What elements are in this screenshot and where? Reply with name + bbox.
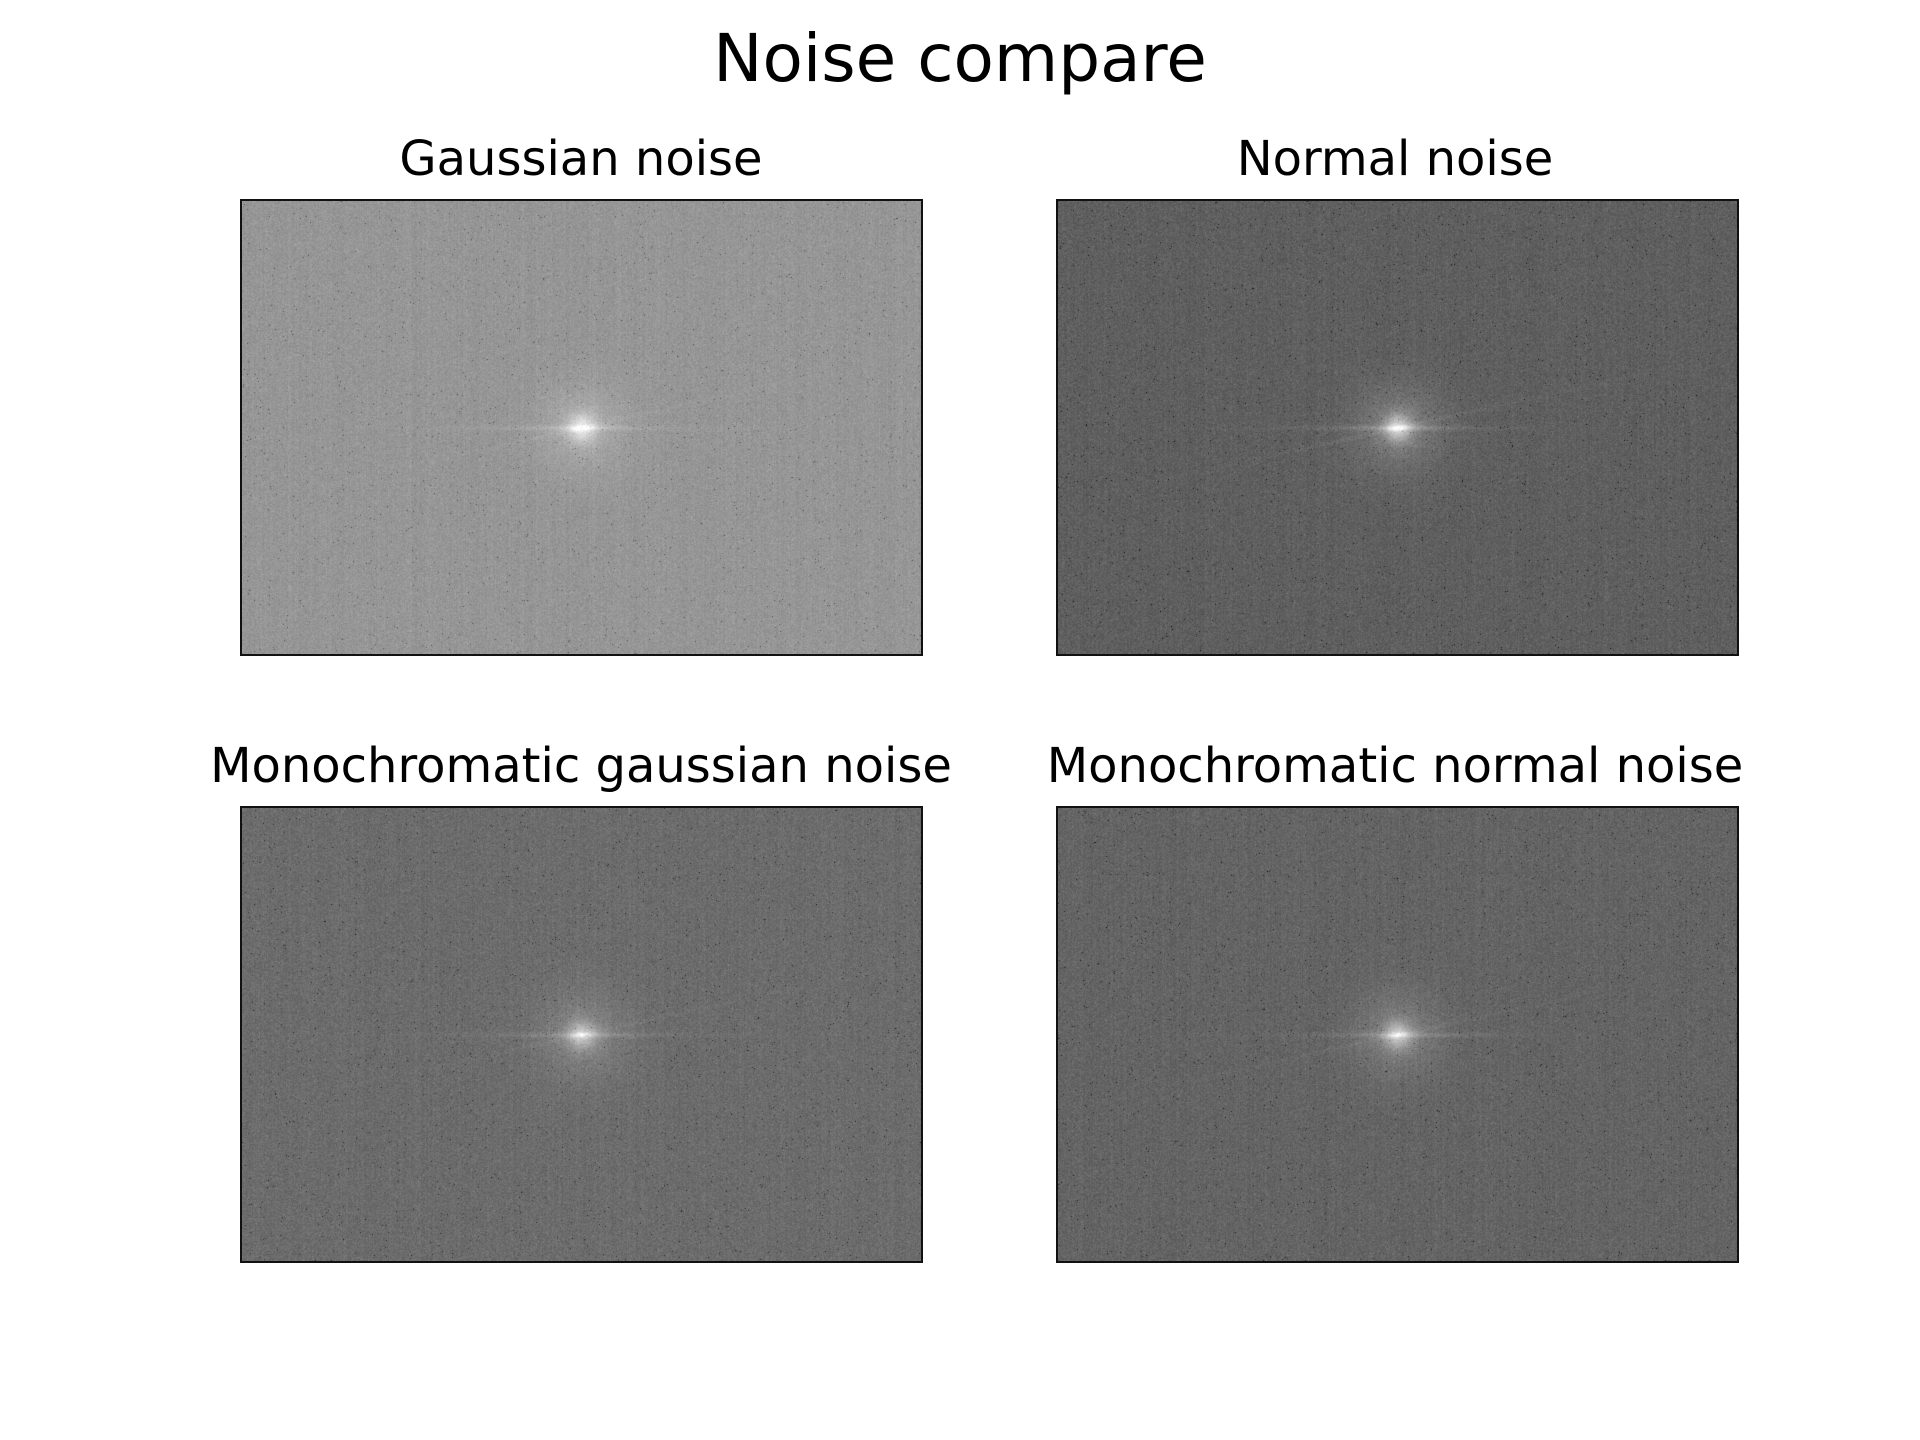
spectrum-image-normal-noise (1058, 201, 1737, 654)
spectrum-image-monochromatic-gaussian-noise (242, 808, 921, 1261)
panel-normal-noise (1056, 199, 1739, 656)
panel-gaussian-noise (240, 199, 923, 656)
panel-title-monochromatic-gaussian-noise: Monochromatic gaussian noise (210, 738, 952, 794)
spectrum-image-monochromatic-normal-noise (1058, 808, 1737, 1261)
spectrum-image-gaussian-noise (242, 201, 921, 654)
panel-title-gaussian-noise: Gaussian noise (399, 131, 763, 187)
figure-title: Noise compare (713, 20, 1207, 97)
panel-title-monochromatic-normal-noise: Monochromatic normal noise (1046, 738, 1744, 794)
panel-monochromatic-normal-noise (1056, 806, 1739, 1263)
panel-monochromatic-gaussian-noise (240, 806, 923, 1263)
panel-title-normal-noise: Normal noise (1236, 131, 1554, 187)
